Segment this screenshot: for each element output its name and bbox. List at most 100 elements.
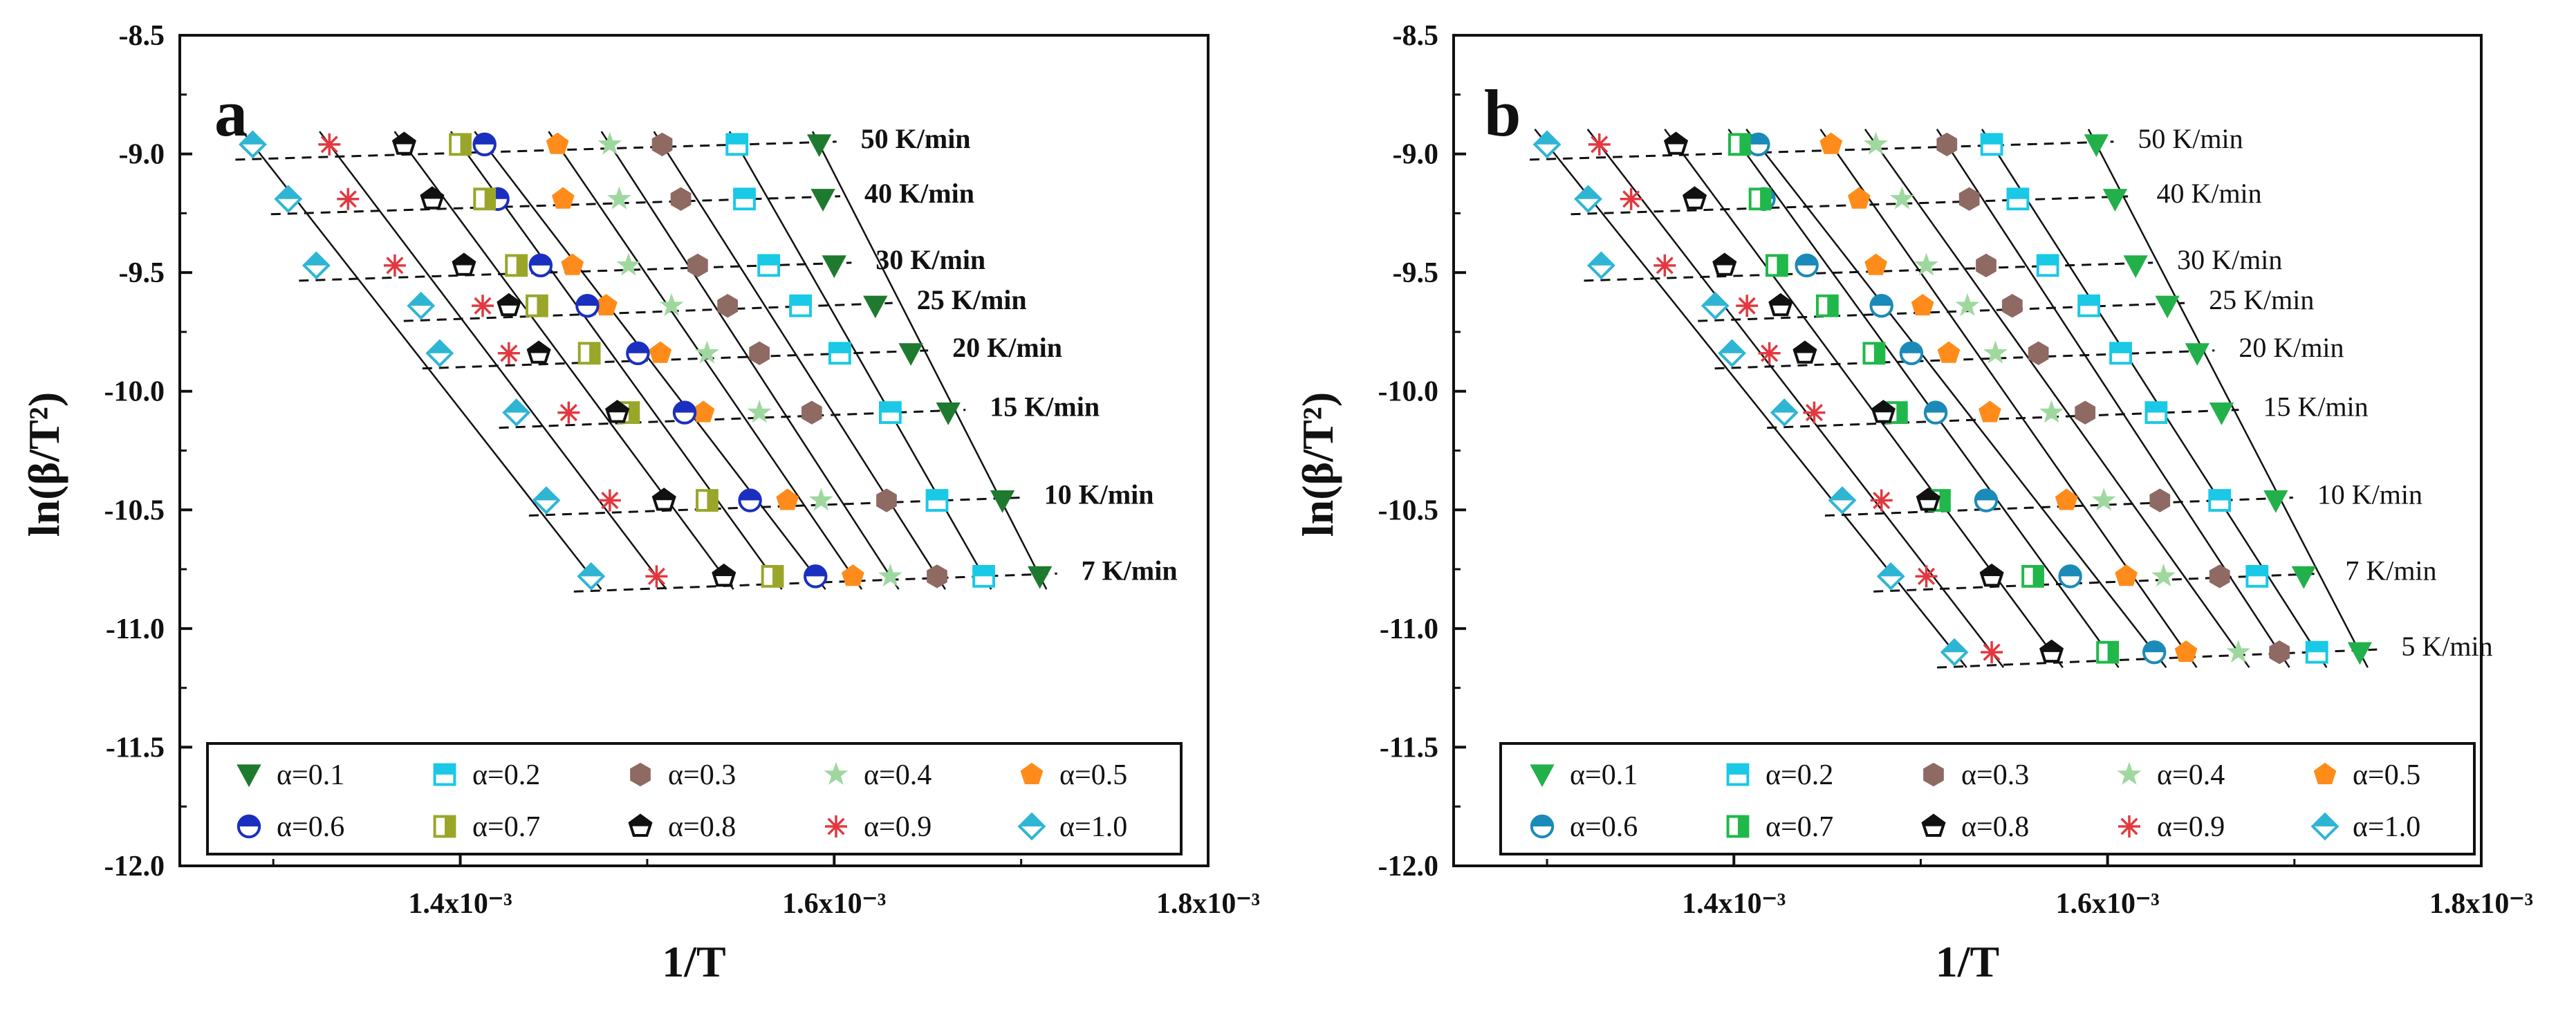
data-point (645, 565, 668, 588)
legend-marker (2310, 812, 2339, 841)
legend-marker (237, 814, 261, 839)
data-point (2102, 189, 2128, 212)
data-point (1916, 488, 1940, 511)
y-tick-label: -9.0 (119, 139, 165, 171)
data-point (605, 400, 630, 423)
legend-marker (237, 764, 261, 788)
data-point (878, 564, 902, 587)
heating-rate-label: 25 K/min (2209, 284, 2314, 315)
data-point (1770, 398, 1799, 427)
data-point (1869, 293, 1893, 318)
data-point (2036, 254, 2059, 277)
x-axis-label: 1/T (1936, 937, 1999, 986)
heating-rate-line (1698, 302, 2185, 322)
data-point (532, 486, 561, 515)
legend-label: α=0.6 (1570, 811, 1638, 843)
data-point (526, 340, 551, 364)
data-point (505, 254, 528, 277)
data-point (546, 132, 569, 154)
data-point (990, 490, 1015, 513)
data-point (1727, 133, 1751, 156)
legend-label: α=1.0 (1059, 811, 1127, 843)
data-point (1718, 339, 1746, 368)
iso-conversion-line (548, 131, 863, 590)
data-point (749, 341, 770, 365)
data-point (598, 489, 621, 512)
legend-label: α=0.3 (668, 759, 736, 791)
heating-rate-label: 50 K/min (2138, 123, 2243, 154)
legend-marker (2118, 815, 2140, 837)
data-point (1937, 341, 1961, 363)
legend-marker (1020, 762, 1044, 784)
data-point (2263, 490, 2288, 513)
heating-rate-label: 25 K/min (917, 284, 1027, 315)
iso-conversion-line (393, 131, 734, 590)
legend-label: α=0.1 (277, 759, 344, 791)
data-point (2039, 400, 2064, 423)
iso-conversion-line (241, 131, 602, 590)
data-point (2245, 564, 2269, 588)
y-tick-label: -11.0 (1380, 613, 1438, 645)
iso-conversion-line (1727, 129, 2120, 668)
iso-conversion-line (474, 131, 826, 590)
heating-rate-label: 20 K/min (952, 332, 1062, 363)
data-point (575, 293, 600, 318)
data-point (694, 340, 719, 364)
heating-rate-label: 40 K/min (2156, 178, 2261, 209)
data-point (1653, 254, 1676, 277)
data-point (1923, 400, 1948, 425)
data-point (1979, 400, 2001, 423)
data-point (1911, 293, 1934, 316)
data-point (789, 294, 813, 317)
legend-label: α=0.7 (1766, 811, 1833, 843)
data-point (2021, 564, 2044, 588)
panel-label: a (214, 76, 248, 150)
x-tick-label: 1.6x10⁻³ (2056, 888, 2160, 920)
data-point (1981, 641, 2003, 664)
x-tick-label: 1.4x10⁻³ (408, 888, 512, 920)
data-point (2291, 566, 2317, 589)
data-point (1958, 187, 1980, 211)
y-tick-label: -9.5 (119, 257, 165, 289)
iso-conversion-line (600, 131, 900, 590)
heating-rate-label: 20 K/min (2239, 332, 2344, 363)
data-point (828, 342, 851, 365)
data-point (696, 489, 719, 512)
data-point (2144, 401, 2168, 424)
data-point (936, 402, 961, 425)
y-tick-label: -10.0 (104, 376, 165, 408)
data-point (502, 398, 531, 427)
data-point (1890, 186, 1914, 210)
data-point (1974, 488, 1999, 512)
data-point (1701, 291, 1730, 320)
data-point (1663, 131, 1689, 155)
y-axis-label: ln(β/T²) (1293, 392, 1342, 537)
heating-rate-line (1570, 195, 2133, 216)
data-point (651, 488, 676, 511)
data-point (577, 342, 601, 365)
y-tick-label: -8.5 (1393, 20, 1439, 52)
heating-rate-label: 50 K/min (861, 123, 971, 154)
data-point (810, 189, 835, 212)
plot-frame (178, 34, 1210, 867)
data-point (525, 294, 548, 317)
y-tick-label: -12.0 (1378, 851, 1439, 882)
data-point (274, 185, 303, 214)
heating-rate-line (1714, 349, 2215, 370)
data-point (651, 132, 673, 157)
data-point (878, 401, 902, 424)
data-point (2039, 639, 2064, 663)
heating-rate-label: 10 K/min (1044, 479, 1154, 510)
iso-conversion-line (1586, 129, 2005, 668)
legend-marker (1017, 812, 1046, 841)
heating-rate-label: 10 K/min (2317, 479, 2422, 510)
x-tick-label: 1.8x10⁻³ (1156, 888, 1260, 920)
iso-conversion-line (1981, 129, 2328, 668)
legend-label: α=0.4 (864, 759, 932, 791)
data-point (2185, 343, 2210, 366)
data-point (1792, 340, 1817, 364)
legend-label: α=0.9 (2157, 811, 2225, 843)
legend-label: α=0.8 (1961, 811, 2029, 843)
heating-rate-line (299, 261, 852, 282)
data-point (497, 342, 520, 364)
